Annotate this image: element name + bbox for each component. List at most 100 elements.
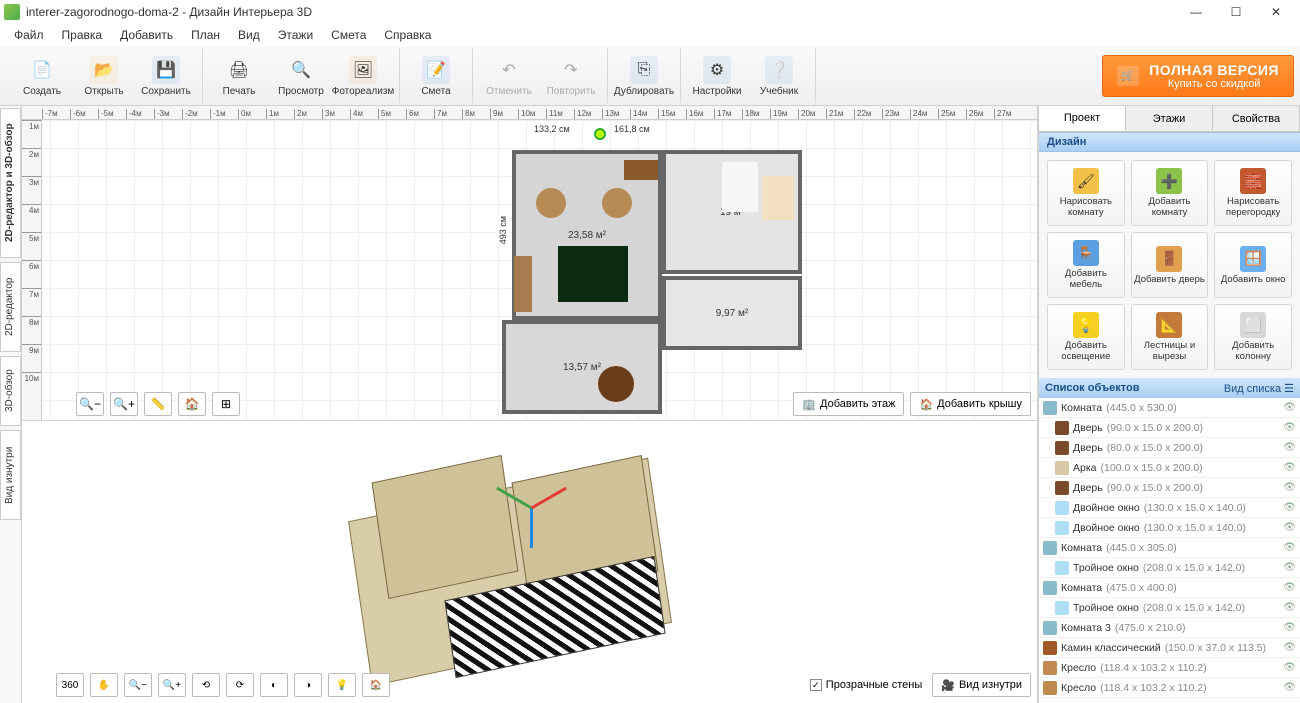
object-row[interactable]: Дверь(90.0 x 15.0 x 200.0)👁 bbox=[1039, 418, 1300, 438]
list-icon[interactable]: ☰ bbox=[1284, 383, 1294, 395]
visibility-icon[interactable]: 👁 bbox=[1283, 442, 1296, 453]
toolbar-Сохранить[interactable]: 💾Сохранить bbox=[136, 48, 196, 104]
room-13,57 м²[interactable]: 13,57 м² bbox=[502, 320, 662, 414]
object-row[interactable]: Тройное окно(208.0 x 15.0 x 142.0)👁 bbox=[1039, 558, 1300, 578]
close-button[interactable]: ✕ bbox=[1256, 0, 1296, 24]
measure[interactable]: 📏 bbox=[144, 392, 172, 416]
furniture-item[interactable] bbox=[624, 160, 658, 180]
orbit-v[interactable]: ◑ bbox=[294, 673, 322, 697]
zoom-out[interactable]: 🔍− bbox=[76, 392, 104, 416]
design-card-Добавить колонну[interactable]: ⬜Добавить колонну bbox=[1214, 304, 1292, 370]
furniture-item[interactable] bbox=[536, 188, 566, 218]
object-row[interactable]: Комната(475.0 x 400.0)👁 bbox=[1039, 578, 1300, 598]
furniture-item[interactable] bbox=[514, 256, 532, 312]
toolbar-Учебник[interactable]: ❔Учебник bbox=[749, 48, 809, 104]
room-9,97 м²[interactable]: 9,97 м² bbox=[662, 276, 802, 350]
object-row[interactable]: Комната(445.0 x 530.0)👁 bbox=[1039, 398, 1300, 418]
design-card-Добавить мебель[interactable]: 🪑Добавить мебель bbox=[1047, 232, 1125, 298]
left-tab-Вид изнутри[interactable]: Вид изнутри bbox=[0, 430, 21, 520]
zoom-in[interactable]: 🔍+ bbox=[110, 392, 138, 416]
visibility-icon[interactable]: 👁 bbox=[1283, 482, 1296, 493]
zoom-in-3d[interactable]: 🔍+ bbox=[158, 673, 186, 697]
left-tab-2D-редактор[interactable]: 2D-редактор bbox=[0, 262, 21, 352]
furniture-item[interactable] bbox=[598, 366, 634, 402]
object-row[interactable]: Арка(100.0 x 15.0 x 200.0)👁 bbox=[1039, 458, 1300, 478]
home-3d[interactable]: 🏠 bbox=[362, 673, 390, 697]
design-card-Лестницы и вырезы[interactable]: 📐Лестницы и вырезы bbox=[1131, 304, 1209, 370]
design-card-Добавить дверь[interactable]: 🚪Добавить дверь bbox=[1131, 232, 1209, 298]
object-row[interactable]: Кресло(118.4 x 103.2 x 110.2)👁 bbox=[1039, 678, 1300, 698]
furniture-item[interactable] bbox=[558, 246, 628, 302]
object-row[interactable]: Комната 3(475.0 x 210.0)👁 bbox=[1039, 618, 1300, 638]
add-floor-button[interactable]: 🏢Добавить этаж bbox=[793, 392, 904, 416]
visibility-icon[interactable]: 👁 bbox=[1283, 462, 1296, 473]
menu-Файл[interactable]: Файл bbox=[6, 26, 52, 44]
add-roof-button[interactable]: 🏠Добавить крышу bbox=[910, 392, 1031, 416]
home-view[interactable]: 🏠 bbox=[178, 392, 206, 416]
menu-Добавить[interactable]: Добавить bbox=[112, 26, 181, 44]
maximize-button[interactable]: ☐ bbox=[1216, 0, 1256, 24]
design-card-Нарисовать комнату[interactable]: 🖌Нарисовать комнату bbox=[1047, 160, 1125, 226]
menu-Смета[interactable]: Смета bbox=[323, 26, 374, 44]
toolbar-Открыть[interactable]: 📂Открыть bbox=[74, 48, 134, 104]
toolbar-Просмотр[interactable]: 🔍Просмотр bbox=[271, 48, 331, 104]
furniture-item[interactable] bbox=[602, 188, 632, 218]
visibility-icon[interactable]: 👁 bbox=[1283, 522, 1296, 533]
furniture-item[interactable] bbox=[722, 162, 758, 212]
visibility-icon[interactable]: 👁 bbox=[1283, 642, 1296, 653]
right-tab-Этажи[interactable]: Этажи bbox=[1126, 106, 1213, 131]
visibility-icon[interactable]: 👁 bbox=[1283, 622, 1296, 633]
right-tab-Проект[interactable]: Проект bbox=[1039, 106, 1126, 131]
promo-button[interactable]: 🛒 ПОЛНАЯ ВЕРСИЯ Купить со скидкой bbox=[1102, 55, 1294, 97]
furniture-item[interactable] bbox=[762, 176, 794, 220]
toolbar-Настройки[interactable]: ⚙Настройки bbox=[687, 48, 747, 104]
lighting[interactable]: 💡 bbox=[328, 673, 356, 697]
grid-toggle[interactable]: ⊞ bbox=[212, 392, 240, 416]
zoom-out-3d[interactable]: 🔍− bbox=[124, 673, 152, 697]
design-card-Добавить комнату[interactable]: ➕Добавить комнату bbox=[1131, 160, 1209, 226]
pan-tool[interactable]: ✋ bbox=[90, 673, 118, 697]
visibility-icon[interactable]: 👁 bbox=[1283, 402, 1296, 413]
visibility-icon[interactable]: 👁 bbox=[1283, 582, 1296, 593]
object-row[interactable]: Кресло(118.4 x 103.2 x 110.2)👁 bbox=[1039, 658, 1300, 678]
rotate-right[interactable]: ⟳ bbox=[226, 673, 254, 697]
view-360[interactable]: 360 bbox=[56, 673, 84, 697]
menu-Этажи[interactable]: Этажи bbox=[270, 26, 321, 44]
right-tab-Свойства[interactable]: Свойства bbox=[1213, 106, 1300, 131]
left-tab-2D-редактор и 3D-обзор[interactable]: 2D-редактор и 3D-обзор bbox=[0, 108, 21, 258]
toolbar-Дублировать[interactable]: ⎘Дублировать bbox=[614, 48, 674, 104]
visibility-icon[interactable]: 👁 bbox=[1283, 662, 1296, 673]
object-row[interactable]: Комната(445.0 x 305.0)👁 bbox=[1039, 538, 1300, 558]
visibility-icon[interactable]: 👁 bbox=[1283, 422, 1296, 433]
visibility-icon[interactable]: 👁 bbox=[1283, 562, 1296, 573]
menu-Правка[interactable]: Правка bbox=[54, 26, 111, 44]
design-card-Нарисовать перегородку[interactable]: 🧱Нарисовать перегородку bbox=[1214, 160, 1292, 226]
transparent-walls-checkbox[interactable]: ✓ Прозрачные стены bbox=[810, 679, 922, 691]
visibility-icon[interactable]: 👁 bbox=[1283, 542, 1296, 553]
object-row[interactable]: Двойное окно(130.0 x 15.0 x 140.0)👁 bbox=[1039, 518, 1300, 538]
left-tab-3D-обзор[interactable]: 3D-обзор bbox=[0, 356, 21, 426]
menu-Справка[interactable]: Справка bbox=[376, 26, 439, 44]
minimize-button[interactable]: — bbox=[1176, 0, 1216, 24]
menu-Вид[interactable]: Вид bbox=[230, 26, 268, 44]
design-card-Добавить окно[interactable]: 🪟Добавить окно bbox=[1214, 232, 1292, 298]
toolbar-Печать[interactable]: 🖨Печать bbox=[209, 48, 269, 104]
object-row[interactable]: Камин классический(150.0 x 37.0 x 113.5)… bbox=[1039, 638, 1300, 658]
visibility-icon[interactable]: 👁 bbox=[1283, 502, 1296, 513]
object-list-viewmode[interactable]: Вид списка bbox=[1224, 383, 1281, 395]
object-list[interactable]: Комната(445.0 x 530.0)👁Дверь(90.0 x 15.0… bbox=[1039, 398, 1300, 703]
object-row[interactable]: Тройное окно(208.0 x 15.0 x 142.0)👁 bbox=[1039, 598, 1300, 618]
toolbar-Смета[interactable]: 📝Смета bbox=[406, 48, 466, 104]
marker-icon[interactable] bbox=[594, 128, 606, 140]
visibility-icon[interactable]: 👁 bbox=[1283, 682, 1296, 693]
toolbar-Фотореализм[interactable]: 🖼Фотореализм bbox=[333, 48, 393, 104]
design-card-Добавить освещение[interactable]: 💡Добавить освещение bbox=[1047, 304, 1125, 370]
visibility-icon[interactable]: 👁 bbox=[1283, 602, 1296, 613]
object-row[interactable]: Двойное окно(130.0 x 15.0 x 140.0)👁 bbox=[1039, 498, 1300, 518]
view-2d[interactable]: 1м2м3м4м5м6м7м8м9м10м 133,2 см 161,8 см … bbox=[22, 120, 1037, 420]
object-row[interactable]: Дверь(80.0 x 15.0 x 200.0)👁 bbox=[1039, 438, 1300, 458]
object-row[interactable]: Дверь(90.0 x 15.0 x 200.0)👁 bbox=[1039, 478, 1300, 498]
toolbar-Создать[interactable]: 📄Создать bbox=[12, 48, 72, 104]
orbit-h[interactable]: ◐ bbox=[260, 673, 288, 697]
house-3d-model[interactable] bbox=[320, 427, 740, 697]
